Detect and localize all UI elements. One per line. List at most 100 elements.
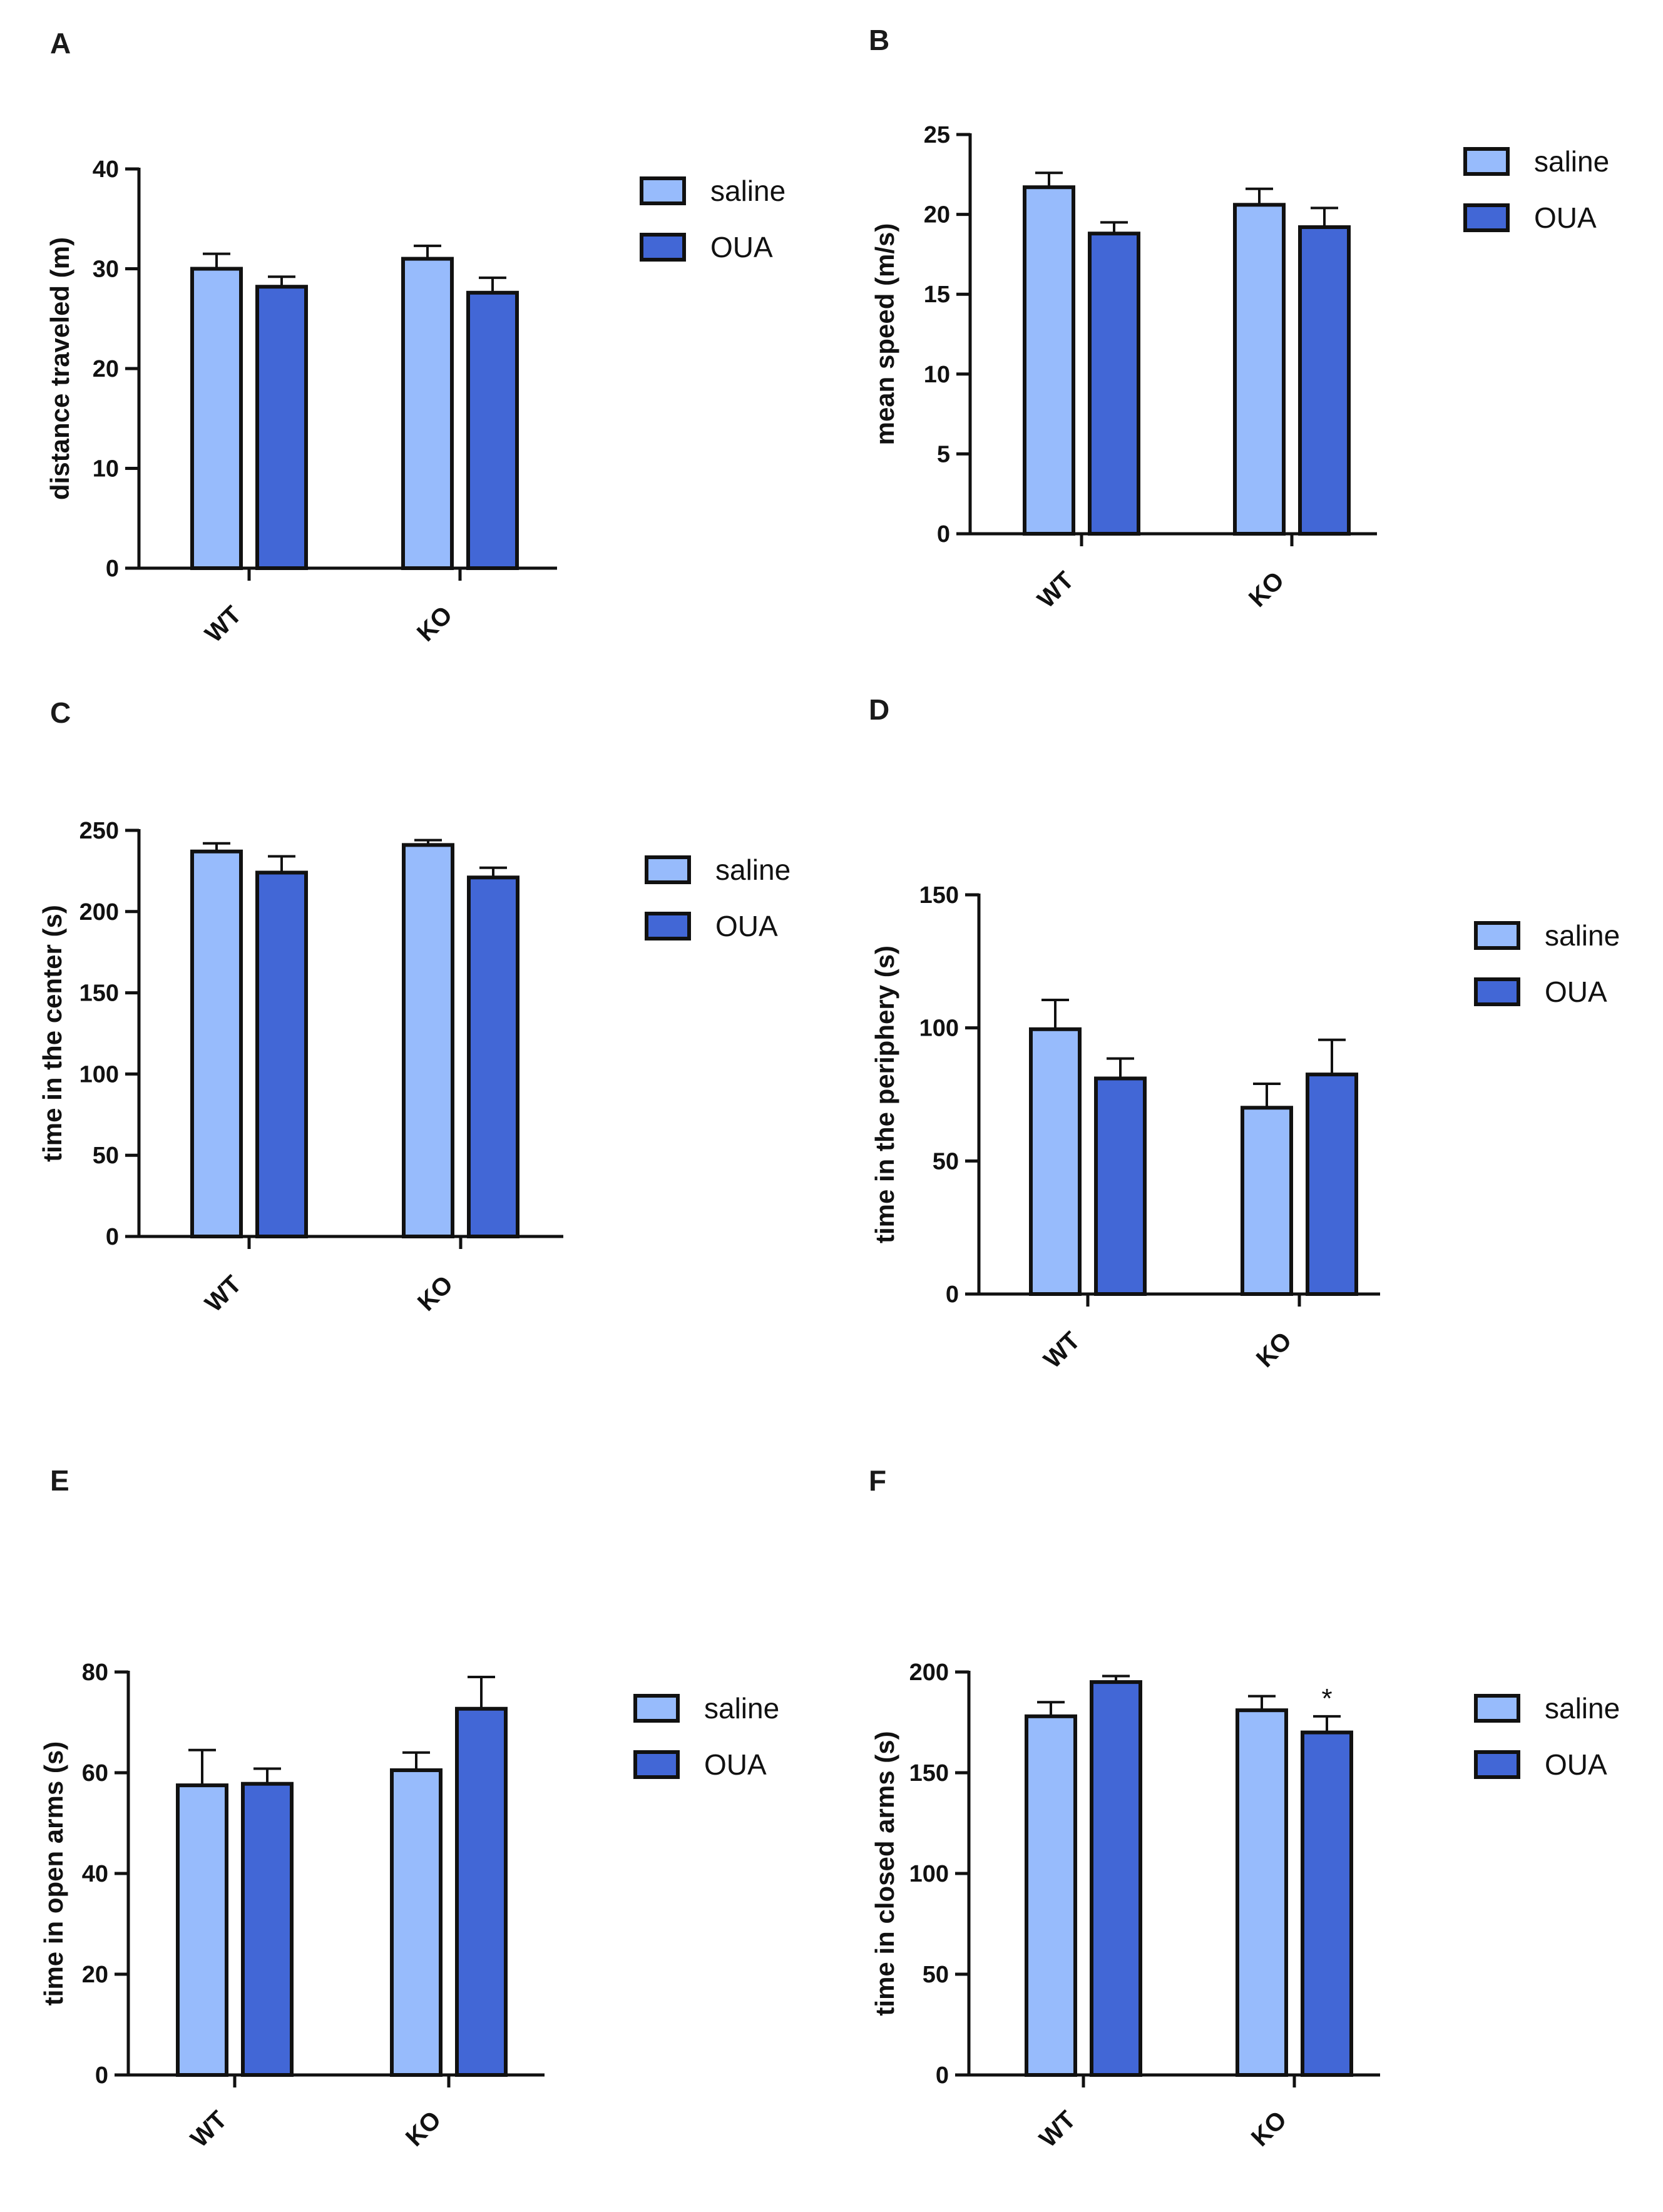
error-bar-e-ko-saline: [402, 1751, 430, 1770]
y-tick-label-c-200: 200: [79, 899, 119, 925]
category-label-b-ko: KO: [1244, 566, 1290, 613]
y-tick-label-b-25: 25: [924, 122, 950, 148]
category-label-a-wt: WT: [200, 601, 247, 648]
bar-b-ko-oua: [1298, 225, 1351, 536]
y-tick-label-f-150: 150: [909, 1760, 949, 1786]
y-tick-label-c-0: 0: [106, 1224, 119, 1250]
legend-label-d-oua: OUA: [1545, 976, 1607, 1008]
y-tick-label-c-100: 100: [79, 1061, 119, 1088]
error-bar-d-ko-oua: [1318, 1038, 1346, 1075]
legend-label-d-saline: saline: [1545, 919, 1620, 952]
legend-swatch-e-saline: [633, 1694, 680, 1723]
bar-b-wt-saline: [1023, 185, 1075, 536]
bar-e-wt-oua: [241, 1781, 294, 2077]
category-label-e-wt: WT: [185, 2106, 232, 2153]
y-tick-label-f-50: 50: [923, 1962, 949, 1988]
error-bar-c-wt-oua: [268, 855, 295, 873]
legend-e: saline OUA: [633, 1692, 779, 1781]
bar-c-ko-saline: [402, 843, 454, 1238]
y-tick-label-e-60: 60: [82, 1760, 108, 1786]
legend-label-e-oua: OUA: [704, 1748, 767, 1781]
y-axis-title-d: time in the periphery (s): [870, 945, 899, 1243]
bar-e-ko-oua: [455, 1706, 508, 2077]
y-tick-label-c-250: 250: [79, 818, 119, 844]
bar-f-ko-oua: [1301, 1730, 1353, 2077]
y-tick-label-d-100: 100: [919, 1016, 959, 1042]
legend-label-b-saline: saline: [1534, 145, 1609, 178]
legend-label-f-oua: OUA: [1545, 1748, 1607, 1781]
error-bar-e-wt-oua: [253, 1767, 281, 1784]
bar-c-ko-oua: [467, 875, 519, 1238]
y-tick-label-f-0: 0: [936, 2062, 949, 2089]
error-bar-f-wt-oua: [1102, 1674, 1130, 1683]
legend-label-a-saline: saline: [710, 175, 785, 207]
legend-swatch-b-saline: [1463, 147, 1510, 176]
legend-swatch-f-saline: [1474, 1694, 1520, 1723]
y-tick-label-a-20: 20: [93, 356, 119, 382]
category-label-c-wt: WT: [200, 1270, 247, 1317]
legend-swatch-d-saline: [1474, 921, 1520, 950]
error-bar-a-wt-saline: [203, 252, 230, 269]
error-bar-b-ko-oua: [1311, 206, 1338, 228]
error-bar-e-ko-oua: [468, 1676, 495, 1709]
error-bar-a-ko-saline: [414, 244, 441, 259]
bar-d-wt-saline: [1029, 1027, 1082, 1296]
error-bar-c-ko-saline: [414, 838, 442, 845]
error-bar-d-wt-oua: [1107, 1057, 1134, 1079]
category-label-f-wt: WT: [1034, 2106, 1081, 2153]
y-tick-label-e-40: 40: [82, 1861, 108, 1887]
y-axis-title-e: time in open arms (s): [39, 1741, 68, 2006]
error-bar-d-wt-saline: [1041, 999, 1069, 1029]
bar-f-ko-saline: [1236, 1708, 1288, 2077]
legend-label-f-saline: saline: [1545, 1692, 1620, 1725]
panel-letter-e: E: [50, 1464, 69, 1497]
y-tick-label-b-5: 5: [937, 441, 950, 467]
legend-label-e-saline: saline: [704, 1692, 779, 1725]
error-bar-a-ko-oua: [479, 276, 506, 293]
category-label-b-wt: WT: [1032, 566, 1079, 613]
bar-a-ko-saline: [401, 257, 454, 570]
category-label-e-ko: KO: [401, 2106, 447, 2152]
legend-label-a-oua: OUA: [710, 231, 773, 263]
bar-b-ko-saline: [1233, 203, 1286, 536]
bar-a-ko-oua: [466, 290, 519, 570]
legend-swatch-d-oua: [1474, 977, 1520, 1006]
bar-d-wt-oua: [1094, 1076, 1147, 1296]
category-label-d-ko: KO: [1251, 1327, 1297, 1373]
legend-a: saline OUA: [640, 175, 785, 263]
error-bar-c-ko-oua: [479, 866, 507, 878]
category-label-c-ko: KO: [412, 1270, 459, 1317]
bar-a-wt-oua: [255, 285, 308, 570]
bar-c-wt-oua: [255, 870, 308, 1239]
error-bar-e-wt-saline: [188, 1748, 216, 1786]
bar-b-wt-oua: [1088, 232, 1140, 536]
legend-f: saline OUA: [1474, 1692, 1620, 1781]
legend-swatch-f-oua: [1474, 1750, 1520, 1779]
category-label-a-ko: KO: [412, 601, 458, 647]
y-tick-label-f-100: 100: [909, 1861, 949, 1887]
legend-b: saline OUA: [1463, 145, 1609, 234]
category-label-f-ko: KO: [1246, 2106, 1292, 2152]
error-bar-f-wt-saline: [1037, 1701, 1065, 1716]
y-tick-label-e-80: 80: [82, 1659, 108, 1686]
y-tick-label-f-200: 200: [909, 1659, 949, 1686]
y-axis-title-a: distance traveled (m): [45, 237, 74, 500]
y-tick-label-c-50: 50: [93, 1143, 119, 1169]
legend-swatch-a-saline: [640, 176, 686, 205]
error-bar-a-wt-oua: [268, 275, 295, 287]
bar-d-ko-oua: [1306, 1073, 1358, 1296]
y-axis-title-b: mean speed (m/s): [870, 223, 899, 446]
y-tick-label-a-40: 40: [93, 156, 119, 183]
legend-swatch-c-saline: [645, 855, 691, 884]
y-tick-label-b-20: 20: [924, 202, 950, 228]
error-bar-b-wt-oua: [1100, 221, 1128, 234]
